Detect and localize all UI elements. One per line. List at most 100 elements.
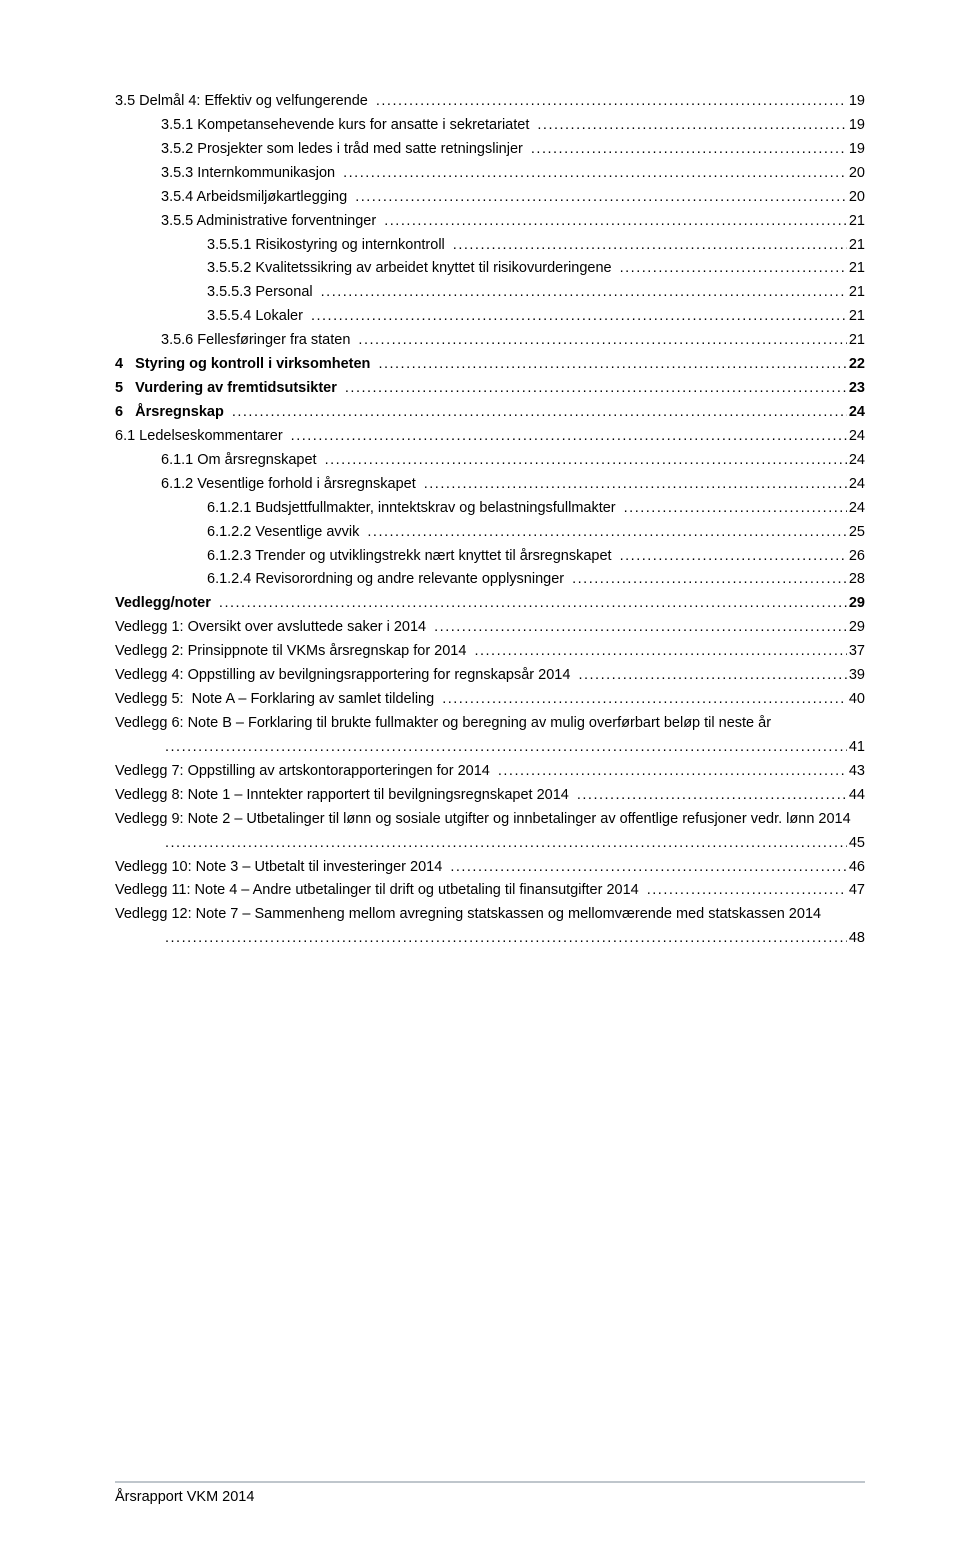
toc-title: Vedlegg 7: Oppstilling av artskontorappo…: [115, 760, 494, 784]
toc-entry: Vedlegg 12: Note 7 – Sammenheng mellom a…: [115, 903, 865, 951]
toc-page: 29: [847, 592, 865, 616]
document-page: 3.5 Delmål 4: Effektiv og velfungerende …: [0, 0, 960, 1545]
toc-entry: 3.5.5.2 Kvalitetssikring av arbeidet kny…: [115, 257, 865, 281]
toc-leader: [620, 497, 847, 521]
toc-leader: [533, 114, 846, 138]
toc-entry: Vedlegg 7: Oppstilling av artskontorappo…: [115, 760, 865, 784]
toc-title: Vedlegg 6: Note B – Forklaring til brukt…: [115, 712, 771, 736]
toc-page: 24: [847, 425, 865, 449]
toc-entry: 3.5.5.4 Lokaler 21: [115, 305, 865, 329]
toc-title: 3.5.5.3 Personal: [207, 281, 317, 305]
toc-entry: 3.5.3 Internkommunikasjon 20: [115, 162, 865, 186]
toc-entry: 6.1 Ledelseskommentarer 24: [115, 425, 865, 449]
toc-leader: [363, 521, 846, 545]
toc-leader: [574, 664, 846, 688]
toc-page: 21: [847, 234, 865, 258]
toc-title: Vedlegg 12: Note 7 – Sammenheng mellom a…: [115, 903, 821, 927]
toc-leader: [161, 832, 847, 856]
toc-entry: 3.5.1 Kompetansehevende kurs for ansatte…: [115, 114, 865, 138]
toc-entry: Vedlegg 11: Note 4 – Andre utbetalinger …: [115, 879, 865, 903]
toc-entry: 6.1.2.3 Trender og utviklingstrekk nært …: [115, 545, 865, 569]
toc-entry: 3.5.2 Prosjekter som ledes i tråd med sa…: [115, 138, 865, 162]
toc-page: 39: [847, 664, 865, 688]
toc-leader: [420, 473, 847, 497]
toc-page: 45: [847, 832, 865, 856]
toc-entry: Vedlegg 10: Note 3 – Utbetalt til invest…: [115, 856, 865, 880]
toc-leader: [616, 545, 847, 569]
toc-title: Vedlegg 4: Oppstilling av bevilgningsrap…: [115, 664, 574, 688]
toc-page: 43: [847, 760, 865, 784]
toc-leader: [374, 353, 846, 377]
toc-entry: 6.1.1 Om årsregnskapet 24: [115, 449, 865, 473]
toc-entry: Vedlegg 8: Note 1 – Inntekter rapportert…: [115, 784, 865, 808]
toc-title: Vedlegg 8: Note 1 – Inntekter rapportert…: [115, 784, 573, 808]
toc-entry: Vedlegg 4: Oppstilling av bevilgningsrap…: [115, 664, 865, 688]
toc-page: 25: [847, 521, 865, 545]
toc-page: 24: [847, 473, 865, 497]
toc-leader: [161, 927, 847, 951]
toc-leader: [351, 186, 847, 210]
toc-page: 22: [847, 353, 865, 377]
toc-entry: 3.5.5.1 Risikostyring og internkontroll …: [115, 234, 865, 258]
toc-title: 3.5.1 Kompetansehevende kurs for ansatte…: [161, 114, 533, 138]
toc-entry: 5 Vurdering av fremtidsutsikter 23: [115, 377, 865, 401]
toc-leader: [643, 879, 847, 903]
toc-entry: 3.5.6 Fellesføringer fra staten 21: [115, 329, 865, 353]
toc-leader: [228, 401, 847, 425]
toc-page: 47: [847, 879, 865, 903]
toc-title: 3.5.2 Prosjekter som ledes i tråd med sa…: [161, 138, 527, 162]
toc-title: 6.1.2.1 Budsjettfullmakter, inntektskrav…: [207, 497, 620, 521]
toc-title: Vedlegg 11: Note 4 – Andre utbetalinger …: [115, 879, 643, 903]
toc-page: 24: [847, 449, 865, 473]
toc-leader: [527, 138, 847, 162]
toc-entry: 6 Årsregnskap 24: [115, 401, 865, 425]
toc-leader: [430, 616, 847, 640]
toc-page: 46: [847, 856, 865, 880]
toc-title: Vedlegg/noter: [115, 592, 215, 616]
toc-title: 3.5 Delmål 4: Effektiv og velfungerende: [115, 90, 372, 114]
toc-title: 6.1 Ledelseskommentarer: [115, 425, 287, 449]
toc-entry: Vedlegg 1: Oversikt over avsluttede sake…: [115, 616, 865, 640]
table-of-contents: 3.5 Delmål 4: Effektiv og velfungerende …: [115, 90, 865, 951]
toc-page: 28: [847, 568, 865, 592]
toc-page: 26: [847, 545, 865, 569]
toc-leader: [568, 568, 847, 592]
toc-leader: [470, 640, 846, 664]
toc-title: 3.5.5.4 Lokaler: [207, 305, 307, 329]
toc-page: 20: [847, 186, 865, 210]
toc-page: 48: [847, 927, 865, 951]
toc-page: 24: [847, 497, 865, 521]
toc-entry: 3.5.4 Arbeidsmiljøkartlegging 20: [115, 186, 865, 210]
toc-page: 19: [847, 138, 865, 162]
toc-title: 3.5.5.2 Kvalitetssikring av arbeidet kny…: [207, 257, 616, 281]
toc-title: 6.1.2.2 Vesentlige avvik: [207, 521, 363, 545]
toc-page: 19: [847, 114, 865, 138]
toc-entry: 6.1.2 Vesentlige forhold i årsregnskapet…: [115, 473, 865, 497]
toc-leader: [287, 425, 847, 449]
toc-entry: 3.5 Delmål 4: Effektiv og velfungerende …: [115, 90, 865, 114]
toc-title: 3.5.6 Fellesføringer fra staten: [161, 329, 354, 353]
toc-leader: [215, 592, 847, 616]
toc-title: 5 Vurdering av fremtidsutsikter: [115, 377, 341, 401]
toc-page: 37: [847, 640, 865, 664]
toc-page: 21: [847, 257, 865, 281]
toc-entry: 3.5.5.3 Personal 21: [115, 281, 865, 305]
toc-title: 6 Årsregnskap: [115, 401, 228, 425]
toc-leader: [449, 234, 847, 258]
toc-title: 3.5.4 Arbeidsmiljøkartlegging: [161, 186, 351, 210]
toc-leader: [573, 784, 847, 808]
toc-leader: [372, 90, 847, 114]
toc-entry: Vedlegg 2: Prinsippnote til VKMs årsregn…: [115, 640, 865, 664]
toc-leader: [341, 377, 847, 401]
toc-title: Vedlegg 9: Note 2 – Utbetalinger til løn…: [115, 808, 851, 832]
toc-page: 40: [847, 688, 865, 712]
toc-title: Vedlegg 10: Note 3 – Utbetalt til invest…: [115, 856, 446, 880]
toc-leader: [307, 305, 847, 329]
toc-page: 21: [847, 281, 865, 305]
toc-title: Vedlegg 2: Prinsippnote til VKMs årsregn…: [115, 640, 470, 664]
toc-title: 6.1.1 Om årsregnskapet: [161, 449, 321, 473]
toc-leader: [494, 760, 847, 784]
page-footer: Årsrapport VKM 2014: [115, 1481, 865, 1505]
toc-page: 41: [847, 736, 865, 760]
toc-leader: [161, 736, 847, 760]
